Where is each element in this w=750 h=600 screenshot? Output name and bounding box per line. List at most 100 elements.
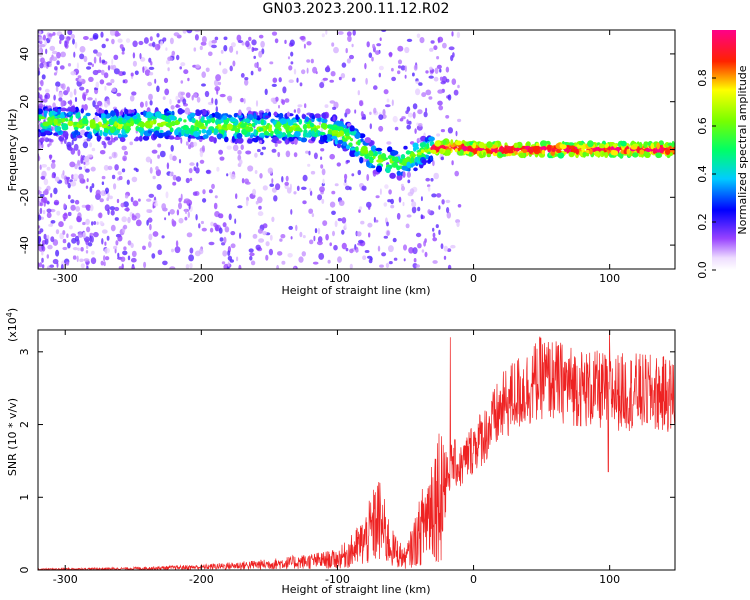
spectrogram-dot	[292, 118, 298, 123]
spectrogram-dot	[375, 165, 383, 173]
spectrogram-dot	[72, 255, 77, 260]
y-tick-label: 0	[18, 567, 31, 574]
spectrogram-dot	[356, 231, 362, 237]
spectrogram-dot	[244, 79, 249, 86]
spectrogram-dot	[578, 145, 583, 149]
spectrogram-dot	[337, 31, 344, 35]
spectrogram-dot	[80, 108, 85, 114]
spectrogram-dot	[281, 99, 286, 105]
spectrogram-dot	[412, 111, 416, 119]
spectrogram-dot	[386, 230, 390, 236]
spectrogram-dot	[147, 217, 153, 223]
spectrogram-dot	[349, 263, 353, 269]
spectrogram-dot	[336, 162, 341, 167]
spectrogram-dot	[412, 142, 419, 149]
spectrogram-dot	[265, 241, 270, 247]
spectrogram-dot	[58, 221, 64, 228]
spectrogram-dot	[41, 196, 48, 203]
spectrogram-dot	[111, 38, 115, 45]
spectrogram-dot	[434, 140, 441, 147]
spectrogram-dot	[346, 31, 352, 37]
spectrogram-dot	[410, 156, 415, 163]
spectrogram-dot	[218, 227, 223, 234]
spectrogram-dot	[360, 147, 366, 154]
spectrogram-dot	[268, 248, 273, 256]
snr-frame	[37, 329, 676, 571]
spectrogram-dot	[38, 87, 42, 91]
spectrogram-dot	[445, 115, 450, 119]
spectrogram-dot	[420, 149, 425, 154]
spectrogram-dot	[322, 220, 328, 227]
spectrogram-dot	[178, 217, 184, 224]
y-tick-label: -40	[18, 236, 31, 254]
spectrogram-dot	[316, 125, 321, 129]
spectrogram-dot	[324, 104, 329, 108]
spectrogram-dot	[385, 166, 391, 174]
spectrogram-dot	[358, 239, 364, 244]
spectrogram-dot	[295, 114, 299, 121]
spectrogram-dot	[456, 31, 461, 39]
spectrogram-dot	[294, 130, 301, 138]
spectrogram-dot	[329, 100, 336, 104]
spectrogram-dot	[238, 109, 242, 116]
spectrogram-dot	[53, 132, 58, 136]
spectrogram-dot	[237, 150, 242, 155]
spectrogram-dot	[101, 59, 106, 64]
spectrogram-dot	[598, 143, 606, 149]
spectrogram-dot	[151, 149, 158, 154]
spectrogram-dot	[113, 54, 119, 60]
spectrogram-dot	[257, 67, 262, 72]
spectrogram-dot	[247, 138, 253, 144]
spectrogram-dot	[271, 148, 277, 153]
spectrogram-dot	[227, 95, 233, 102]
spectrogram-dot	[398, 196, 402, 203]
spectrogram-dot	[211, 44, 217, 49]
spectrogram-dot	[392, 237, 397, 243]
spectrogram-dot	[93, 49, 98, 54]
spectrogram-dot	[180, 91, 185, 96]
y-tick-label: 2	[18, 421, 31, 428]
spectrogram-dot	[289, 39, 295, 47]
spectrogram-dot	[373, 85, 378, 90]
spectrogram-dot	[213, 128, 219, 135]
spectrogram-dot	[205, 120, 208, 127]
spectrogram-dot	[135, 168, 139, 173]
spectrogram-dot	[118, 134, 122, 138]
spectrogram-dot	[541, 149, 546, 155]
spectrogram-dot	[667, 142, 673, 146]
spectrogram-dot	[272, 77, 278, 83]
spectrogram-dot	[175, 104, 181, 108]
spectrogram-dot	[296, 185, 300, 191]
spectrogram-dot	[417, 206, 421, 212]
spectrogram-dot	[148, 66, 155, 70]
spectrogram-dot	[397, 45, 404, 52]
spectrogram-dot	[238, 264, 242, 269]
spectrogram-dot	[369, 111, 372, 116]
spectrogram-dot	[456, 221, 460, 228]
spectrogram-dot	[250, 260, 256, 266]
spectrogram-dot	[632, 143, 639, 147]
spectrogram-dot	[50, 193, 53, 198]
spectrogram-dot	[440, 156, 444, 161]
spectrogram-dot	[358, 209, 361, 213]
spectrogram-dot	[420, 196, 423, 202]
spectrogram-dot	[455, 130, 458, 137]
spectrogram-dot	[457, 84, 460, 89]
spectrogram-dot	[104, 241, 107, 246]
spectrogram-dot	[270, 97, 276, 103]
spectrogram-dot	[38, 186, 42, 191]
spectrogram-dot	[405, 110, 409, 114]
spectrogram-dot	[288, 225, 294, 230]
spectrogram-dot	[429, 66, 433, 71]
spectrogram-dot	[67, 194, 71, 200]
spectrogram-dot	[101, 175, 106, 180]
spectrogram-dot	[341, 217, 347, 224]
spectrogram-dot	[200, 116, 205, 123]
spectrogram-dot	[253, 115, 258, 119]
spectrogram-dot	[359, 156, 364, 164]
spectrogram-dot	[450, 55, 454, 62]
spectrogram-dot	[402, 171, 406, 178]
spectrogram-x-label: Height of straight line (km)	[281, 284, 430, 297]
spectrogram-dot	[325, 233, 329, 241]
spectrogram-dot	[69, 91, 73, 98]
